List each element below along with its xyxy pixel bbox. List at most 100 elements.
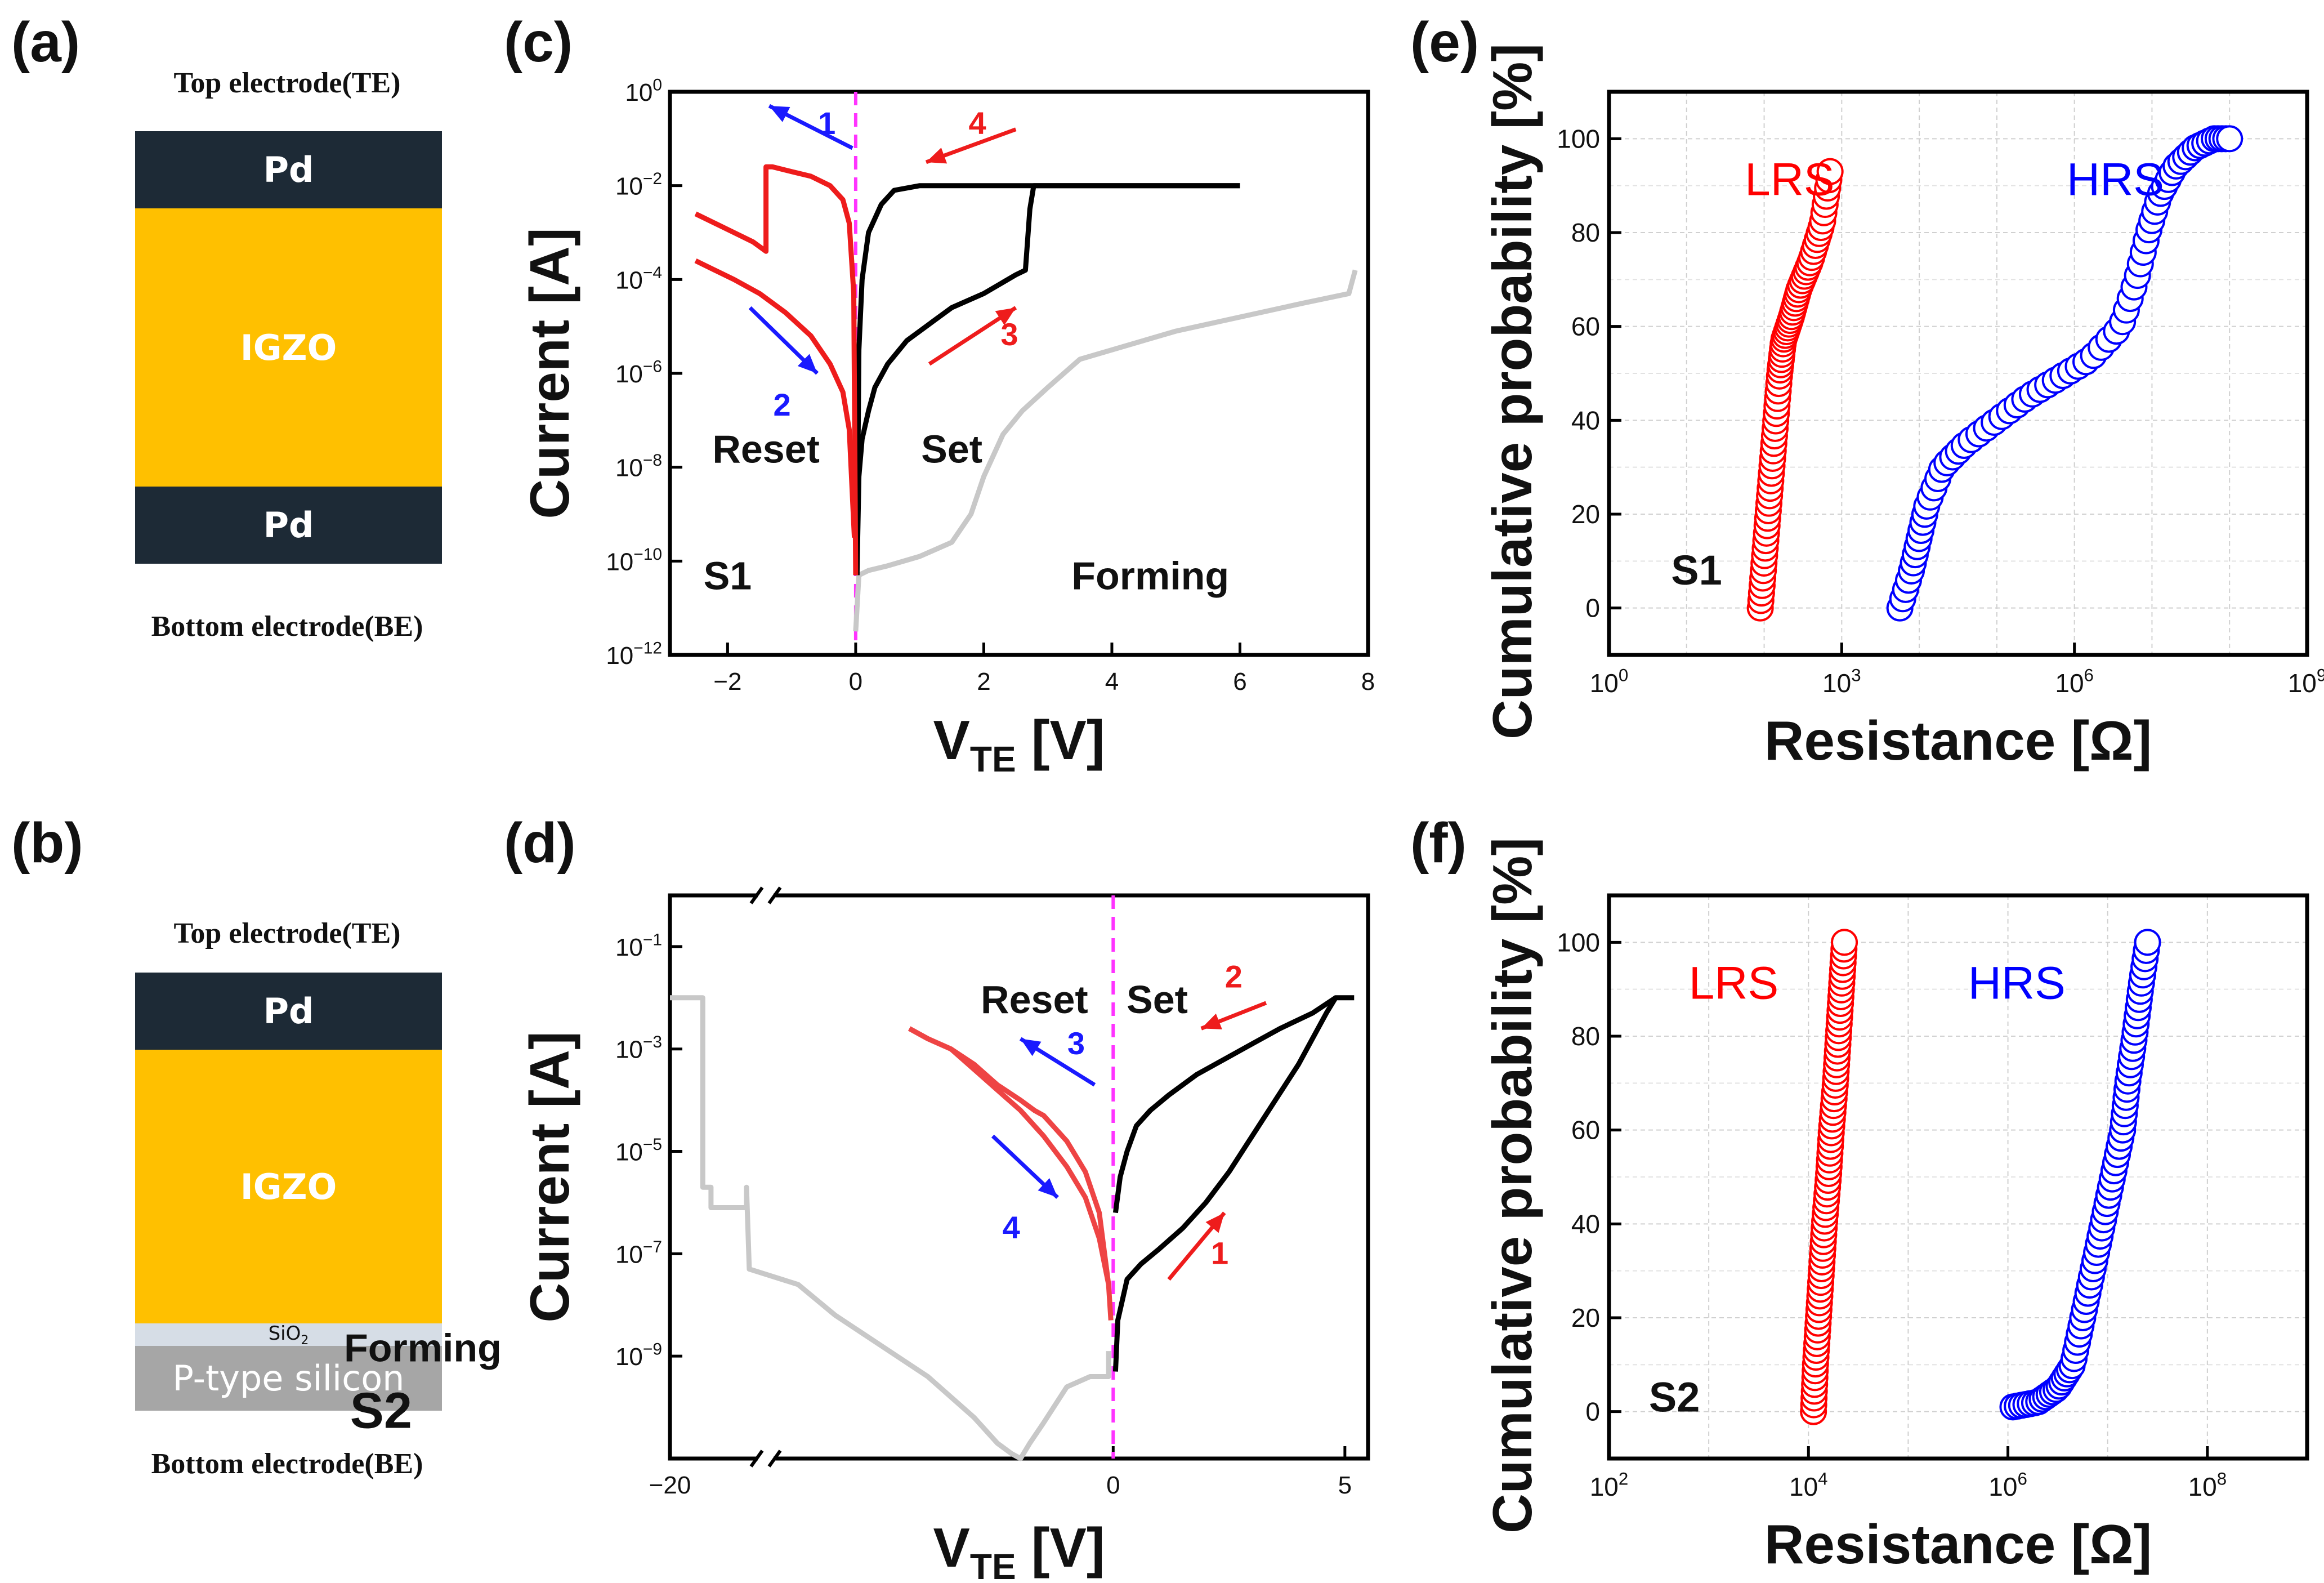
chart-f-xtick-label: 108 — [2188, 1469, 2227, 1501]
chart-f-point-lrs — [1831, 929, 1858, 956]
panel-label-d: (d) — [504, 811, 576, 875]
chart-d-annotation-6: 3 — [1067, 1025, 1085, 1061]
chart-f-xtick-label: 102 — [1590, 1469, 1629, 1501]
chart-d-series-set — [1112, 995, 1355, 1372]
chart-c-annotation-1: Set — [921, 427, 982, 471]
chart-d-arrow-4-head — [1038, 1178, 1058, 1198]
panel-a-bottom-caption: Bottom electrode(BE) — [151, 610, 423, 643]
chart-d-break-mark — [767, 886, 782, 904]
chart-d-xtick-label: 5 — [1338, 1471, 1352, 1499]
chart-d-series-set-return — [1112, 996, 1337, 1214]
layer-b-silicon: P-type silicon — [135, 1346, 442, 1411]
panel-b-top-caption: Top electrode(TE) — [173, 917, 401, 949]
chart-f-ytick-label: 20 — [1571, 1303, 1600, 1332]
chart-c-ytick-label: 10−12 — [606, 639, 662, 670]
layer-a-pd-top-label: Pd — [263, 149, 314, 190]
chart-c-xtick-label: −2 — [713, 668, 741, 695]
chart-c-annotation-5: 2 — [774, 387, 791, 422]
chart-e-point-lrs — [1816, 158, 1844, 185]
panel-label-a: (a) — [11, 11, 81, 74]
chart-e-ylabel: Cumulative probability [%] — [1481, 43, 1543, 739]
chart-d-series-reset-return — [908, 1026, 1111, 1285]
chart-c-frame — [668, 90, 1370, 657]
chart-c-annotation-2: S1 — [704, 554, 752, 597]
chart-e-frame — [1607, 90, 2309, 657]
chart-c-arrow-3-head — [995, 307, 1016, 325]
layer-a-pd-bottom-label: Pd — [263, 505, 314, 546]
chart-c-ytick-label: 10−4 — [615, 264, 662, 294]
chart-c-arrow-2-head — [797, 354, 817, 373]
chart-d-break-mark — [749, 886, 764, 904]
chart-d-xtick-label: −20 — [649, 1471, 691, 1499]
layer-b-sio2: SiO2 — [135, 1322, 442, 1348]
chart-c-series-set — [854, 183, 1240, 576]
chart-d-annotation-7: 4 — [1003, 1210, 1020, 1245]
chart-c-annotation-0: Reset — [712, 427, 820, 471]
layer-a-igzo: IGZO — [135, 208, 442, 487]
layer-b-sio2-label: SiO2 — [268, 1322, 309, 1348]
panel-label-c: (c) — [504, 11, 573, 74]
chart-e-ytick-label: 100 — [1557, 124, 1600, 153]
layer-a-pd-top: Pd — [135, 131, 442, 208]
chart-e-ytick-label: 20 — [1571, 500, 1600, 529]
chart-d-annotation-3: S2 — [350, 1383, 412, 1439]
chart-d-annotation-0: Reset — [981, 978, 1088, 1022]
chart-d-xlabel: VTE [V] — [933, 1517, 1105, 1583]
chart-c-series-forming — [853, 269, 1358, 632]
layer-a-pd-bottom: Pd — [135, 487, 442, 564]
chart-c-xtick-label: 4 — [1105, 668, 1119, 695]
layer-b-pd-top-label: Pd — [263, 991, 314, 1032]
chart-c-xlabel: VTE [V] — [933, 709, 1105, 779]
chart-e-ytick-label: 0 — [1585, 594, 1600, 623]
chart-e-xtick-label: 109 — [2288, 666, 2324, 698]
chart-e-ytick-label: 80 — [1571, 218, 1600, 247]
chart-d-series-reset — [908, 1026, 1114, 1321]
chart-f-xlabel: Resistance [Ω] — [1764, 1513, 2152, 1575]
chart-c-xtick-label: 2 — [977, 668, 990, 695]
chart-d-ytick-label: 10−9 — [615, 1340, 662, 1371]
chart-d-arrow-3-head — [1020, 1038, 1042, 1056]
chart-d-annotation-4: 1 — [1211, 1236, 1228, 1271]
chart-c-ylabel: Current [A] — [519, 228, 580, 519]
layer-a-igzo-label: IGZO — [240, 327, 337, 368]
chart-c-series-set-return — [854, 183, 1240, 576]
chart-f-ytick-label: 100 — [1557, 927, 1600, 957]
chart-e-annotation-2: S1 — [1671, 547, 1722, 594]
panel-label-e: (e) — [1410, 11, 1480, 74]
chart-e-annotation-1: HRS — [2067, 154, 2164, 205]
chart-d-ytick-label: 10−7 — [615, 1238, 662, 1268]
chart-c-series-reset — [694, 164, 859, 576]
chart-d-ylabel: Current [A] — [519, 1031, 580, 1322]
chart-d-annotation-5: 2 — [1225, 959, 1243, 995]
chart-d-ytick-label: 10−3 — [615, 1033, 662, 1063]
layer-b-pd-top: Pd — [135, 973, 442, 1050]
chart-d-break-mark — [749, 1450, 764, 1468]
chart-c-annotation-7: 4 — [968, 105, 986, 141]
chart-d-annotation-1: Set — [1127, 978, 1188, 1022]
chart-d-arrow-2-head — [1201, 1013, 1222, 1029]
layer-b-igzo-label: IGZO — [240, 1166, 337, 1207]
chart-d-series-forming — [670, 995, 1111, 1461]
layer-b-igzo: IGZO — [135, 1050, 442, 1323]
panel-b-bottom-caption: Bottom electrode(BE) — [151, 1448, 423, 1480]
chart-c-arrow-1-head — [769, 106, 790, 122]
chart-f-ytick-label: 0 — [1585, 1397, 1600, 1426]
chart-e-xtick-label: 103 — [1822, 666, 1861, 698]
panel-a-top-caption: Top electrode(TE) — [173, 67, 401, 99]
chart-c-ytick-label: 10−6 — [615, 358, 662, 388]
chart-e-xtick-label: 106 — [2055, 666, 2094, 698]
chart-f-annotation-2: S2 — [1649, 1374, 1700, 1421]
chart-e-annotation-0: LRS — [1745, 154, 1835, 205]
chart-c-arrow-4-head — [926, 148, 948, 164]
layer-b-silicon-label: P-type silicon — [172, 1358, 405, 1399]
chart-d-ytick-label: 10−1 — [615, 930, 662, 961]
chart-d-break-mark — [767, 1450, 782, 1468]
chart-d-annotation-2: Forming — [344, 1326, 502, 1370]
chart-e-ytick-label: 40 — [1571, 405, 1600, 435]
chart-f-annotation-0: LRS — [1689, 957, 1779, 1009]
chart-f-point-hrs — [2134, 929, 2161, 956]
chart-c-xtick-label: 0 — [849, 668, 862, 695]
chart-d-ytick-label: 10−5 — [615, 1135, 662, 1166]
chart-f-frame — [1607, 893, 2309, 1461]
